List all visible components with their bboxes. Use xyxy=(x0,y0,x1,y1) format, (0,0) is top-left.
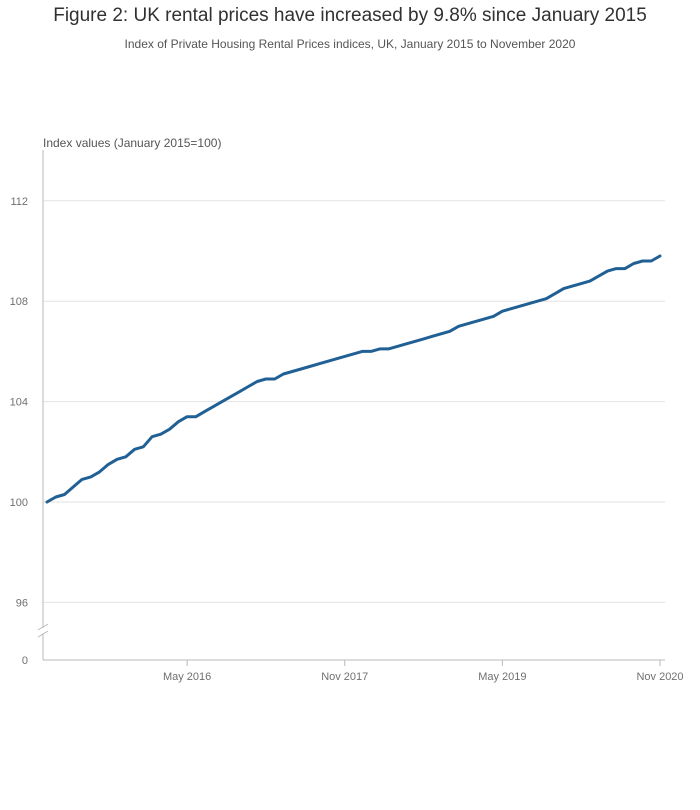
x-tick-label: May 2019 xyxy=(478,671,526,683)
data-point xyxy=(370,350,372,352)
data-point xyxy=(405,343,407,345)
data-point xyxy=(212,406,214,408)
data-point xyxy=(353,353,354,355)
data-point xyxy=(458,325,460,327)
data-point xyxy=(589,280,591,282)
data-point xyxy=(379,348,381,350)
x-tick-label: May 2016 xyxy=(163,671,211,683)
data-point xyxy=(501,310,503,312)
data-point xyxy=(116,458,118,460)
data-point xyxy=(221,401,223,403)
data-point xyxy=(510,308,512,310)
data-point xyxy=(239,391,241,393)
y-tick-label: 100 xyxy=(10,497,28,509)
axis-break-mark xyxy=(37,623,49,631)
data-point xyxy=(55,496,57,498)
gridlines xyxy=(43,200,665,603)
data-point xyxy=(642,260,643,262)
data-point xyxy=(528,303,530,305)
data-point xyxy=(344,355,346,357)
data-point xyxy=(177,421,179,423)
series-group xyxy=(45,254,662,504)
data-point xyxy=(633,263,635,264)
data-point xyxy=(204,411,206,413)
data-point xyxy=(90,476,92,478)
chart-subtitle: Index of Private Housing Rental Prices i… xyxy=(124,37,576,51)
data-point xyxy=(72,486,74,488)
chart-title: Figure 2: UK rental prices have increase… xyxy=(53,5,647,26)
data-point xyxy=(607,270,608,272)
data-point xyxy=(484,318,486,320)
y-tick-label: 108 xyxy=(10,296,28,308)
data-point xyxy=(81,478,83,480)
data-point xyxy=(169,428,171,430)
data-point xyxy=(615,268,617,270)
data-point xyxy=(142,446,144,448)
y-tick-label-zero: 0 xyxy=(22,655,28,667)
data-point xyxy=(64,494,65,495)
data-point xyxy=(396,345,398,347)
data-point xyxy=(466,323,468,325)
x-tick-label: Nov 2020 xyxy=(636,671,683,683)
data-point xyxy=(493,315,495,317)
y-tick-label: 96 xyxy=(16,597,28,609)
data-point xyxy=(519,305,521,307)
data-point xyxy=(545,298,547,300)
data-point xyxy=(134,448,136,450)
y-tick-label: 112 xyxy=(10,196,28,208)
data-point xyxy=(247,386,249,387)
data-point xyxy=(230,396,232,398)
data-point xyxy=(440,333,442,335)
data-point xyxy=(186,416,188,418)
data-point xyxy=(195,416,197,418)
data-point xyxy=(300,368,302,370)
y-tick-label: 104 xyxy=(10,397,28,409)
data-point xyxy=(650,260,652,262)
data-point xyxy=(309,366,311,367)
y-axis-ticks: 112 108 104 100 96 0 xyxy=(10,196,28,667)
data-point xyxy=(282,373,284,375)
data-point xyxy=(151,436,153,438)
data-point xyxy=(265,378,267,380)
data-point xyxy=(388,348,389,350)
data-point xyxy=(423,338,425,340)
data-point xyxy=(554,293,556,295)
data-point xyxy=(449,330,451,332)
data-point xyxy=(274,378,276,380)
axis-break-mark xyxy=(37,630,49,638)
data-point xyxy=(580,283,582,285)
data-point xyxy=(536,300,538,302)
x-axis-ticks: May 2016 Nov 2017 May 2019 Nov 2020 xyxy=(163,660,684,683)
axes xyxy=(37,150,665,661)
data-point xyxy=(624,268,626,270)
data-point xyxy=(563,288,565,290)
x-tick-label: Nov 2017 xyxy=(321,671,368,683)
data-point xyxy=(107,463,109,465)
data-point xyxy=(361,350,363,352)
data-point xyxy=(475,320,477,322)
data-point xyxy=(659,255,661,257)
y-axis-label: Index values (January 2015=100) xyxy=(43,136,221,150)
data-point xyxy=(125,456,127,458)
data-point xyxy=(335,358,337,360)
data-point xyxy=(99,471,100,473)
data-point xyxy=(160,433,162,435)
data-point xyxy=(431,335,433,337)
data-point xyxy=(291,371,293,372)
data-point xyxy=(318,363,319,365)
data-point xyxy=(571,285,573,287)
data-point xyxy=(414,340,416,342)
data-point xyxy=(598,275,600,277)
series-line xyxy=(45,254,662,504)
data-point xyxy=(46,501,48,503)
data-point xyxy=(256,381,258,382)
data-point xyxy=(326,360,328,362)
